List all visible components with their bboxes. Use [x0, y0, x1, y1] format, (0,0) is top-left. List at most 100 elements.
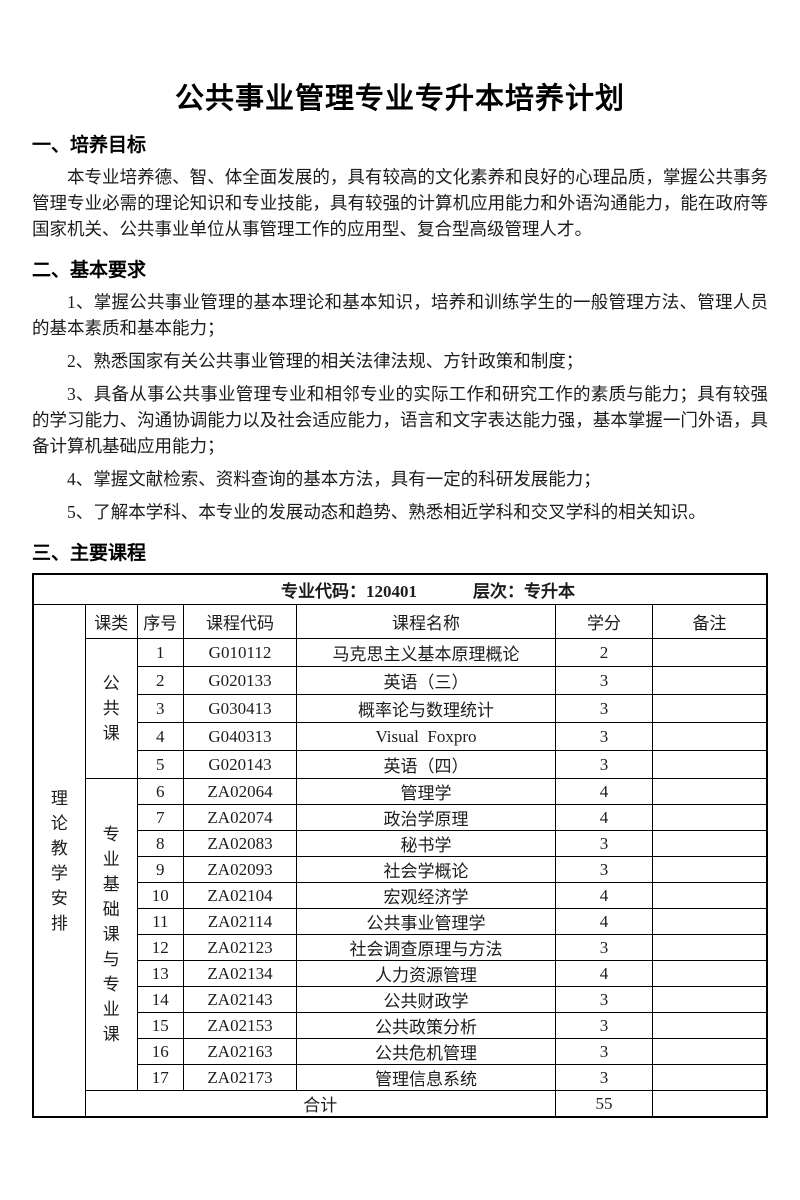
name-cell: 政治学原理	[296, 804, 556, 832]
seq-cell: 7	[136, 804, 184, 832]
column-header-1: 序号	[136, 604, 184, 640]
name-cell: 公共财政学	[296, 986, 556, 1014]
credits-cell: 3	[554, 1012, 654, 1040]
credits-cell: 3	[554, 750, 654, 780]
code-cell: ZA02074	[182, 804, 298, 832]
code-cell: ZA02143	[182, 986, 298, 1014]
requirement-item-5: 5、了解本学科、本专业的发展动态和趋势、熟悉相近学科和交叉学科的相关知识。	[67, 501, 706, 522]
row-axis-label: 理论教学安排	[50, 788, 68, 933]
note-cell	[652, 694, 768, 724]
table-header-row: 理论教学安排 课类 序号 课程代码 课程名称 学分 备注	[32, 604, 768, 1118]
seq-cell: 17	[136, 1064, 184, 1092]
course-row: 2 G020133 英语（三） 3	[33, 666, 768, 696]
note-cell	[652, 986, 768, 1014]
course-group-label: 公共课	[102, 674, 120, 744]
table-meta-cell: 专业代码：120401 层次：专升本	[32, 573, 768, 606]
note-cell	[652, 960, 768, 988]
code-cell: ZA02153	[182, 1012, 298, 1040]
note-cell	[652, 750, 768, 780]
name-cell: 人力资源管理	[296, 960, 556, 988]
row-axis-cell: 理论教学安排	[32, 604, 86, 1118]
seq-cell: 14	[136, 986, 184, 1014]
course-row: 13 ZA02134 人力资源管理 4	[33, 960, 768, 988]
credits-cell: 3	[554, 986, 654, 1014]
code-cell: G010112	[182, 638, 298, 668]
credits-cell: 4	[554, 778, 654, 806]
courses-table: 专业代码：120401 层次：专升本理论教学安排 课类 序号 课程代码 课程名称 学分 备注公…	[32, 572, 768, 1119]
total-note-cell	[652, 1090, 768, 1118]
section-heading-objectives: 一、培养目标	[32, 134, 147, 156]
course-row: 17 ZA02173 管理信息系统 3	[33, 1064, 768, 1092]
name-cell: Visual Foxpro	[296, 722, 556, 752]
credits-cell: 3	[554, 1038, 654, 1066]
note-cell	[652, 908, 768, 936]
name-cell: 公共政策分析	[296, 1012, 556, 1040]
total-row: 合计 55	[33, 1090, 768, 1118]
seq-cell: 15	[136, 1012, 184, 1040]
requirement-item-3: 3、具备从事公共事业管理专业和相邻专业的实际工作和研究工作的素质与能力；具有较强…	[32, 383, 768, 456]
name-cell: 社会学概论	[296, 856, 556, 884]
code-cell: G020133	[182, 666, 298, 696]
seq-cell: 5	[136, 750, 184, 780]
requirement-item-1: 1、掌握公共事业管理的基本理论和基本知识，培养和训练学生的一般管理方法、管理人员…	[32, 291, 768, 338]
credits-cell: 2	[554, 638, 654, 668]
credits-cell: 3	[554, 722, 654, 752]
course-row: 10 ZA02104 宏观经济学 4	[33, 882, 768, 910]
credits-cell: 3	[554, 666, 654, 696]
credits-cell: 4	[554, 960, 654, 988]
credits-cell: 3	[554, 830, 654, 858]
credits-cell: 4	[554, 804, 654, 832]
course-row: 11 ZA02114 公共事业管理学 4	[33, 908, 768, 936]
column-header-5: 备注	[652, 604, 768, 640]
course-group-cell: 公共课	[84, 638, 138, 780]
requirement-item-2: 2、熟悉国家有关公共事业管理的相关法律法规、方针政策和制度；	[67, 350, 584, 371]
course-row: 3 G030413 概率论与数理统计 3	[33, 694, 768, 724]
name-cell: 社会调查原理与方法	[296, 934, 556, 962]
note-cell	[652, 882, 768, 910]
name-cell: 公共危机管理	[296, 1038, 556, 1066]
column-header-2: 课程代码	[182, 604, 298, 640]
name-cell: 宏观经济学	[296, 882, 556, 910]
course-row: 16 ZA02163 公共危机管理 3	[33, 1038, 768, 1066]
course-row: 4 G040313 Visual Foxpro 3	[33, 722, 768, 752]
seq-cell: 10	[136, 882, 184, 910]
code-cell: ZA02163	[182, 1038, 298, 1066]
seq-cell: 12	[136, 934, 184, 962]
column-header-4: 学分	[554, 604, 654, 640]
code-cell: ZA02123	[182, 934, 298, 962]
course-group-cell: 专业基础课与专业课	[84, 778, 138, 1092]
course-row: 15 ZA02153 公共政策分析 3	[33, 1012, 768, 1040]
courses-tbody: 专业代码：120401 层次：专升本理论教学安排 课类 序号 课程代码 课程名称 学分 备注公…	[32, 573, 768, 1118]
page-title: 公共事业管理专业专升本培养计划	[174, 83, 625, 115]
name-cell: 英语（四）	[296, 750, 556, 780]
seq-cell: 9	[136, 856, 184, 884]
code-cell: G020143	[182, 750, 298, 780]
seq-cell: 8	[136, 830, 184, 858]
section-heading-requirements: 二、基本要求	[32, 259, 147, 281]
seq-cell: 13	[136, 960, 184, 988]
code-cell: ZA02134	[182, 960, 298, 988]
code-cell: ZA02114	[182, 908, 298, 936]
note-cell	[652, 1012, 768, 1040]
course-row: 8 ZA02083 秘书学 3	[33, 830, 768, 858]
seq-cell: 4	[136, 722, 184, 752]
note-cell	[652, 1064, 768, 1092]
code-cell: ZA02104	[182, 882, 298, 910]
credits-cell: 4	[554, 908, 654, 936]
name-cell: 管理信息系统	[296, 1064, 556, 1092]
note-cell	[652, 666, 768, 696]
total-credits-cell: 55	[554, 1090, 654, 1118]
level-text: 层次：专升本	[473, 582, 575, 602]
seq-cell: 16	[136, 1038, 184, 1066]
seq-cell: 11	[136, 908, 184, 936]
course-row: 专业基础课与专业课 6 ZA02064 管理学 4	[33, 778, 768, 1092]
course-row: 12 ZA02123 社会调查原理与方法 3	[33, 934, 768, 962]
credits-cell: 3	[554, 1064, 654, 1092]
code-cell: ZA02093	[182, 856, 298, 884]
note-cell	[652, 638, 768, 668]
note-cell	[652, 856, 768, 884]
note-cell	[652, 1038, 768, 1066]
course-row: 公共课 1 G010112 马克思主义基本原理概论 2	[33, 638, 768, 780]
credits-cell: 3	[554, 934, 654, 962]
section-heading-courses: 三、主要课程	[32, 542, 147, 564]
